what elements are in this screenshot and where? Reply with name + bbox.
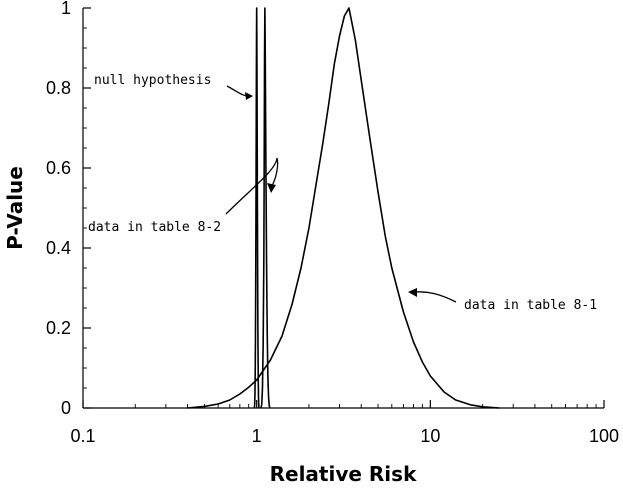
annotation-null-hypothesis: null hypothesis [94, 73, 211, 88]
y-axis-ticks: 0 0.2 0.4 0.6 0.8 1 [46, 0, 91, 418]
y-tick-label: 0.8 [46, 78, 71, 98]
y-tick-label: 0.6 [46, 158, 71, 178]
y-axis-title: P-Value [3, 166, 27, 250]
series-curves [187, 7, 500, 409]
y-tick-label: 0.2 [46, 318, 71, 338]
series-line-null-hypothesis [253, 7, 260, 409]
x-tick-label: 0.1 [70, 426, 95, 446]
x-tick-label: 10 [420, 426, 440, 446]
y-tick-label: 0 [61, 398, 71, 418]
y-tick-label: 1 [61, 0, 71, 18]
annotation-table-8-1-arrow [414, 291, 457, 303]
annotation-null-hypothesis-arrowhead [245, 92, 253, 100]
x-tick-label: 100 [589, 426, 619, 446]
annotation-table-8-2-arrowhead [267, 183, 276, 193]
series-line-data-table-8-2 [260, 7, 271, 409]
annotation-table-8-2: data in table 8-2 [88, 220, 221, 235]
annotation-table-8-1-arrowhead [408, 288, 417, 297]
x-axis-title: Relative Risk [270, 462, 417, 486]
annotation-table-8-2-arrow [225, 157, 279, 215]
annotation-table-8-1: data in table 8-1 [464, 298, 597, 313]
y-tick-label: 0.4 [46, 238, 71, 258]
series-line-data-table-8-1 [187, 7, 500, 409]
x-tick-label: 1 [252, 426, 262, 446]
x-axis-ticks: 0.1 1 10 100 [70, 400, 619, 446]
plot-area: 0.1 1 10 100 0 0.2 0.4 0.6 0.8 1 null hypothesis… [46, 0, 619, 446]
annotations: null hypothesis data in table 8-2 data i… [88, 73, 597, 313]
